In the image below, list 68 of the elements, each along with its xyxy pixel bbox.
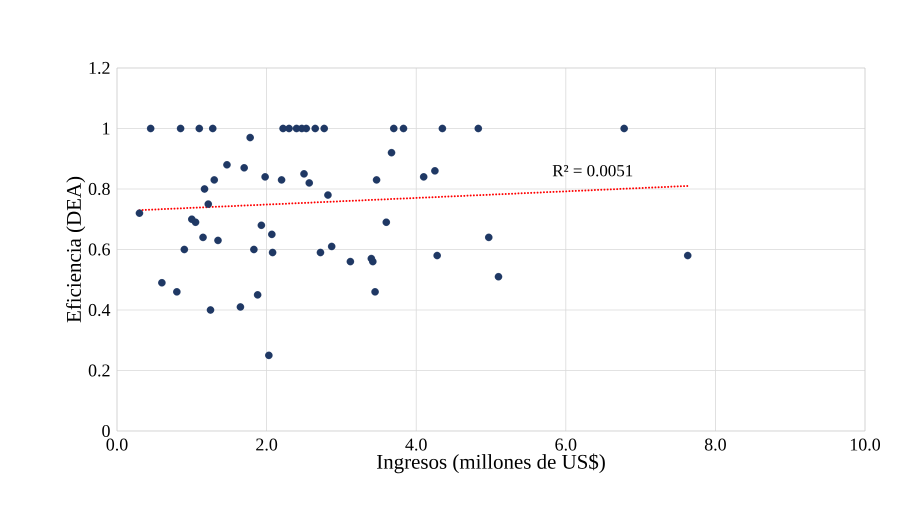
point [240, 164, 248, 172]
point [400, 124, 408, 132]
point [200, 185, 208, 193]
x-tick-label: 6.0 [555, 438, 576, 451]
point [180, 246, 188, 254]
point [236, 303, 244, 311]
point [390, 124, 398, 132]
y-tick-label: 1 [103, 122, 110, 134]
point [250, 246, 258, 254]
y-tick-label: 0.8 [88, 182, 110, 196]
point [136, 209, 144, 217]
point [474, 124, 482, 132]
point [261, 173, 269, 181]
x-tick-label: 0.0 [106, 438, 128, 451]
point [311, 124, 320, 132]
point [158, 278, 166, 287]
x-axis-title: Ingresos (millones de US$) [376, 454, 605, 474]
point [300, 170, 308, 178]
point [146, 124, 154, 132]
point [431, 167, 439, 175]
point [173, 288, 181, 296]
point [371, 288, 379, 296]
point [206, 306, 214, 314]
point [320, 124, 328, 132]
point [382, 218, 390, 226]
y-tick-label: 0 [102, 424, 110, 438]
point [199, 234, 207, 242]
x-tick-label: 8.0 [704, 438, 726, 451]
point [620, 124, 628, 132]
point [346, 258, 354, 266]
y-tick-label: 0.6 [88, 243, 110, 256]
point [196, 124, 204, 132]
point [176, 124, 184, 132]
y-tick-label: 1.2 [90, 62, 110, 74]
point [388, 148, 396, 156]
point [246, 134, 254, 142]
point [324, 191, 332, 199]
point [420, 173, 428, 181]
x-tick-label: 10.0 [850, 438, 880, 451]
point [265, 352, 273, 360]
point [328, 242, 336, 250]
point [285, 124, 293, 132]
y-tick-label: 0.4 [88, 304, 110, 316]
point [254, 291, 262, 299]
point [204, 200, 212, 208]
point [484, 234, 493, 242]
point [316, 248, 324, 256]
point [268, 248, 276, 256]
point [192, 218, 200, 226]
x-tick-label: 4.0 [405, 438, 427, 451]
y-tick-label: 0.2 [88, 364, 110, 377]
point [684, 252, 692, 260]
point [494, 272, 502, 280]
point [210, 176, 218, 184]
point [208, 124, 217, 132]
point [223, 160, 231, 169]
point [438, 124, 446, 132]
x-tick-label: 2.0 [256, 438, 278, 451]
point [214, 236, 222, 244]
point [258, 222, 266, 230]
point [369, 258, 377, 266]
annotation: R² = 0.0051 [552, 164, 632, 176]
point [305, 179, 314, 187]
point [268, 230, 276, 238]
point [433, 252, 441, 260]
y-axis-title: Eficiencia (DEA) [66, 176, 86, 322]
point [278, 176, 286, 184]
point [372, 176, 380, 184]
